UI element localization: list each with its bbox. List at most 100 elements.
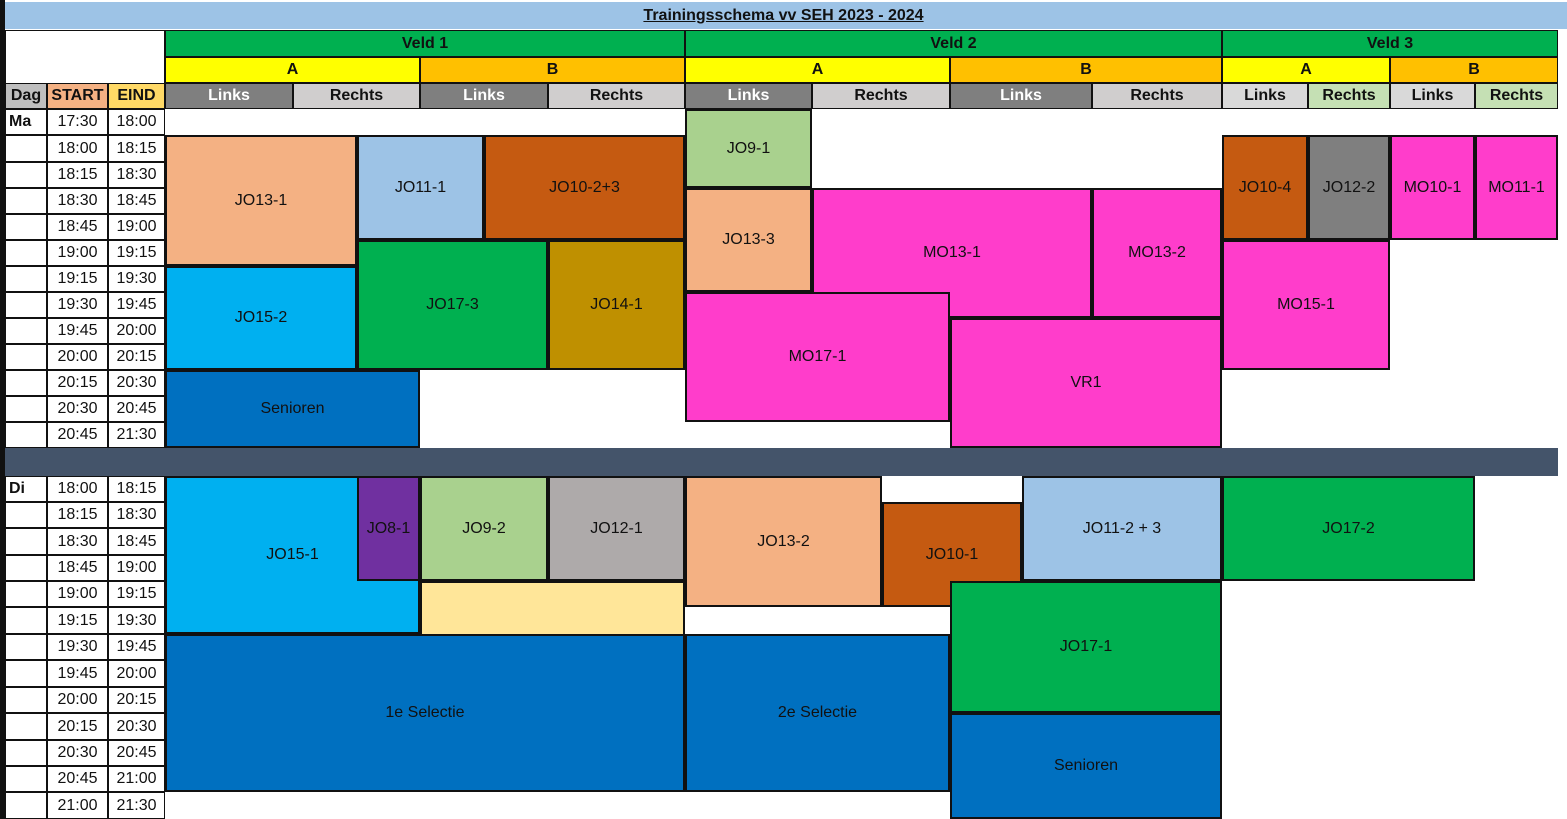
team-block-jo13-3: JO13-3 (685, 188, 812, 292)
half-a-header-veld3: A (1222, 57, 1390, 83)
rechts-column-header: Rechts (548, 83, 685, 109)
team-block-jo14-1: JO14-1 (548, 240, 685, 370)
start-time: 21:00 (47, 792, 108, 819)
start-time: 18:00 (47, 476, 108, 502)
rechts-column-header: Rechts (1475, 83, 1558, 109)
field-header-veld3: Veld 3 (1222, 30, 1558, 57)
day-cell-blank (5, 422, 47, 448)
end-time: 18:45 (108, 528, 165, 555)
end-time: 20:30 (108, 370, 165, 396)
team-block-mo10-1: MO10-1 (1390, 135, 1475, 240)
day-cell-blank (5, 528, 47, 555)
links-column-header: Links (1222, 83, 1308, 109)
start-time: 19:00 (47, 581, 108, 607)
links-column-header: Links (685, 83, 812, 109)
start-time: 19:30 (47, 634, 108, 660)
day-cell-blank (5, 607, 47, 634)
end-time: 21:30 (108, 792, 165, 819)
start-time: 19:00 (47, 240, 108, 266)
end-time: 19:15 (108, 581, 165, 607)
end-time: 18:30 (108, 502, 165, 528)
start-time: 17:30 (47, 109, 108, 135)
title-left-edge (0, 0, 5, 819)
half-a-header-veld2: A (685, 57, 950, 83)
end-time: 20:30 (108, 713, 165, 740)
end-time: 20:00 (108, 660, 165, 687)
start-time: 20:45 (47, 422, 108, 448)
links-column-header: Links (1390, 83, 1475, 109)
start-time: 18:30 (47, 188, 108, 214)
day-cell-blank (5, 713, 47, 740)
start-time: 18:15 (47, 502, 108, 528)
team-block-jo10-4: JO10-4 (1222, 135, 1308, 240)
end-time: 18:15 (108, 476, 165, 502)
end-time: 18:45 (108, 188, 165, 214)
team-block-jo10-2-3: JO10-2+3 (484, 135, 685, 240)
start-time: 18:15 (47, 162, 108, 188)
team-block-senioren: Senioren (165, 370, 420, 448)
start-time: 20:00 (47, 687, 108, 713)
team-block-jo12-2: JO12-2 (1308, 135, 1390, 240)
team-block-senioren: Senioren (950, 713, 1222, 819)
day-cell-blank (5, 370, 47, 396)
day-cell-blank (5, 188, 47, 214)
end-time: 19:00 (108, 555, 165, 581)
field-header-veld1: Veld 1 (165, 30, 685, 57)
rechts-column-header: Rechts (812, 83, 950, 109)
end-time: 19:45 (108, 634, 165, 660)
team-block-1e-selectie: 1e Selectie (165, 634, 685, 792)
dag-column-header: Dag (5, 83, 47, 109)
end-time: 19:45 (108, 292, 165, 318)
team-block-jo12-1: JO12-1 (548, 476, 685, 581)
end-time: 18:00 (108, 109, 165, 135)
day-cell-blank (5, 162, 47, 188)
half-b-header-veld2: B (950, 57, 1222, 83)
team-block-jo17-1: JO17-1 (950, 581, 1222, 713)
day-cell-blank (5, 687, 47, 713)
day-cell-blank (5, 766, 47, 792)
day-cell-blank (5, 135, 47, 162)
team-block-jo8-1: JO8-1 (357, 476, 420, 581)
end-time: 20:45 (108, 740, 165, 766)
day-cell-blank (5, 634, 47, 660)
links-column-header: Links (165, 83, 293, 109)
day-cell-blank (5, 792, 47, 819)
end-time: 20:15 (108, 687, 165, 713)
day-cell-blank (5, 396, 47, 422)
team-block-mo15-1: MO15-1 (1222, 240, 1390, 370)
end-time: 19:30 (108, 607, 165, 634)
start-time: 19:15 (47, 266, 108, 292)
page-title: Trainingsschema vv SEH 2023 - 2024 (0, 2, 1567, 29)
half-a-header-veld1: A (165, 57, 420, 83)
eind-column-header: EIND (108, 83, 165, 109)
half-b-header-veld1: B (420, 57, 685, 83)
start-time: 20:30 (47, 740, 108, 766)
start-time: 20:00 (47, 344, 108, 370)
team-block-mo17-1: MO17-1 (685, 292, 950, 422)
day-cell-blank (5, 318, 47, 344)
team-block-mo13-1: MO13-1 (812, 188, 1092, 318)
start-time: 20:15 (47, 370, 108, 396)
start-time: 19:45 (47, 318, 108, 344)
end-time: 19:00 (108, 214, 165, 240)
end-time: 21:00 (108, 766, 165, 792)
team-block-mo11-1: MO11-1 (1475, 135, 1558, 240)
end-time: 18:15 (108, 135, 165, 162)
team-block-jo17-2: JO17-2 (1222, 476, 1475, 581)
corner-blank (5, 30, 165, 85)
day-cell-blank (5, 266, 47, 292)
rechts-column-header: Rechts (293, 83, 420, 109)
day-label-ma: Ma (5, 109, 47, 135)
right-edge (1558, 30, 1567, 819)
end-time: 20:00 (108, 318, 165, 344)
team-block-2e-selectie: 2e Selectie (685, 634, 950, 792)
half-b-header-veld3: B (1390, 57, 1558, 83)
start-time: 19:15 (47, 607, 108, 634)
end-time: 20:15 (108, 344, 165, 370)
team-block-jo17-3: JO17-3 (357, 240, 548, 370)
day-label-di: Di (5, 476, 47, 502)
field-header-veld2: Veld 2 (685, 30, 1222, 57)
day-cell-blank (5, 214, 47, 240)
end-time: 18:30 (108, 162, 165, 188)
